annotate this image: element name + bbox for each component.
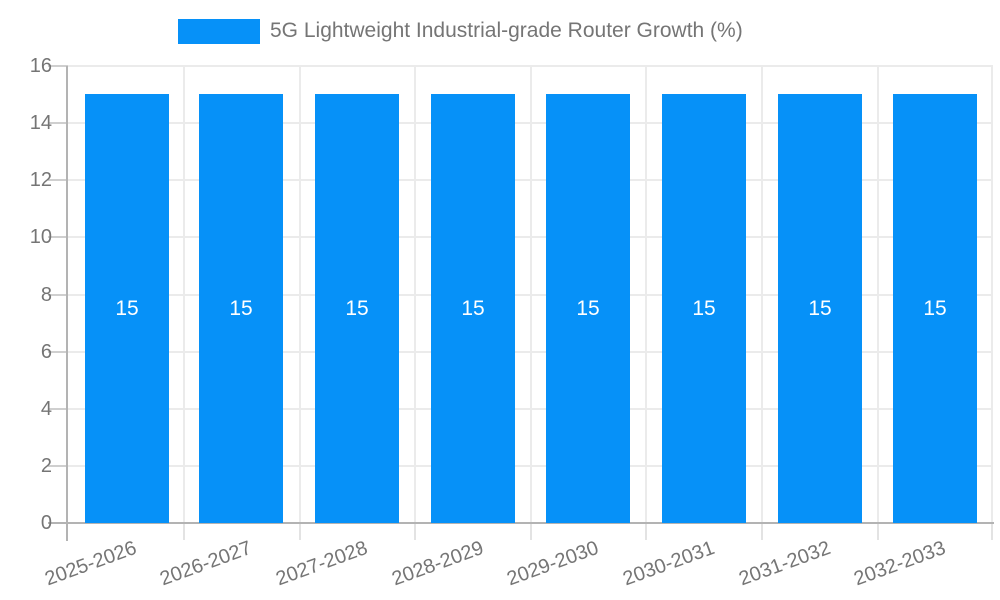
y-axis-tick-label: 10: [29, 226, 52, 248]
y-axis-tick: [48, 65, 68, 67]
x-axis-line: [48, 522, 994, 524]
x-axis-tick: [761, 524, 763, 540]
bar-value-label: 15: [576, 297, 600, 320]
y-axis-tick: [48, 179, 68, 181]
bar-2027-2028[interactable]: [315, 94, 399, 523]
y-axis-tick-label: 12: [29, 169, 52, 191]
x-axis-tick-label: 2032-2033: [851, 536, 949, 591]
gridline-vertical: [991, 66, 993, 523]
x-axis-tick: [645, 524, 647, 540]
x-axis-tick-label: 2027-2028: [273, 536, 371, 591]
x-axis-tick-label: 2028-2029: [389, 536, 487, 591]
gridline-vertical: [645, 66, 647, 523]
x-axis-tick: [530, 524, 532, 540]
bar-2028-2029[interactable]: [431, 94, 515, 523]
bar-2025-2026[interactable]: [85, 94, 169, 523]
y-axis-tick-label: 16: [29, 55, 52, 77]
y-axis-tick-label: 14: [29, 112, 52, 134]
x-axis-tick-label: 2031-2032: [736, 536, 834, 591]
bar-2029-2030[interactable]: [546, 94, 630, 523]
x-axis-tick: [414, 524, 416, 540]
x-axis-tick: [877, 524, 879, 540]
legend-swatch[interactable]: [178, 19, 260, 44]
x-axis-tick: [183, 524, 185, 540]
y-axis-tick: [48, 465, 68, 467]
y-axis-tick: [48, 408, 68, 410]
legend-label[interactable]: 5G Lightweight Industrial-grade Router G…: [270, 19, 743, 42]
bar-value-label: 15: [345, 297, 369, 320]
y-axis-tick: [48, 122, 68, 124]
gridline-vertical: [183, 66, 185, 523]
gridline-vertical: [877, 66, 879, 523]
x-axis-tick-label: 2030-2031: [620, 536, 718, 591]
y-axis-tick-label: 6: [40, 341, 52, 363]
bar-2031-2032[interactable]: [778, 94, 862, 523]
y-axis-tick-label: 4: [40, 398, 52, 420]
bar-value-label: 15: [923, 297, 947, 320]
bar-value-label: 15: [461, 297, 485, 320]
y-axis-tick: [48, 294, 68, 296]
bar-value-label: 15: [692, 297, 716, 320]
x-axis-tick-label: 2026-2027: [157, 536, 255, 591]
y-axis-tick: [48, 351, 68, 353]
y-axis-line: [66, 66, 68, 541]
y-axis-tick: [48, 236, 68, 238]
bar-2026-2027[interactable]: [199, 94, 283, 523]
bar-2030-2031[interactable]: [662, 94, 746, 523]
x-axis-tick: [299, 524, 301, 540]
gridline-vertical: [414, 66, 416, 523]
bar-value-label: 15: [229, 297, 253, 320]
x-axis-tick-label: 2029-2030: [504, 536, 602, 591]
bar-2032-2033[interactable]: [893, 94, 977, 523]
gridline-vertical: [299, 66, 301, 523]
gridline-vertical: [761, 66, 763, 523]
bar-value-label: 15: [115, 297, 139, 320]
bar-value-label: 15: [808, 297, 832, 320]
gridline-vertical: [530, 66, 532, 523]
x-axis-tick: [991, 524, 993, 540]
x-axis-tick-label: 2025-2026: [42, 536, 140, 591]
y-axis-tick-label: 0: [40, 512, 52, 534]
y-axis-tick-label: 8: [40, 284, 52, 306]
y-axis-tick-label: 2: [40, 455, 52, 477]
